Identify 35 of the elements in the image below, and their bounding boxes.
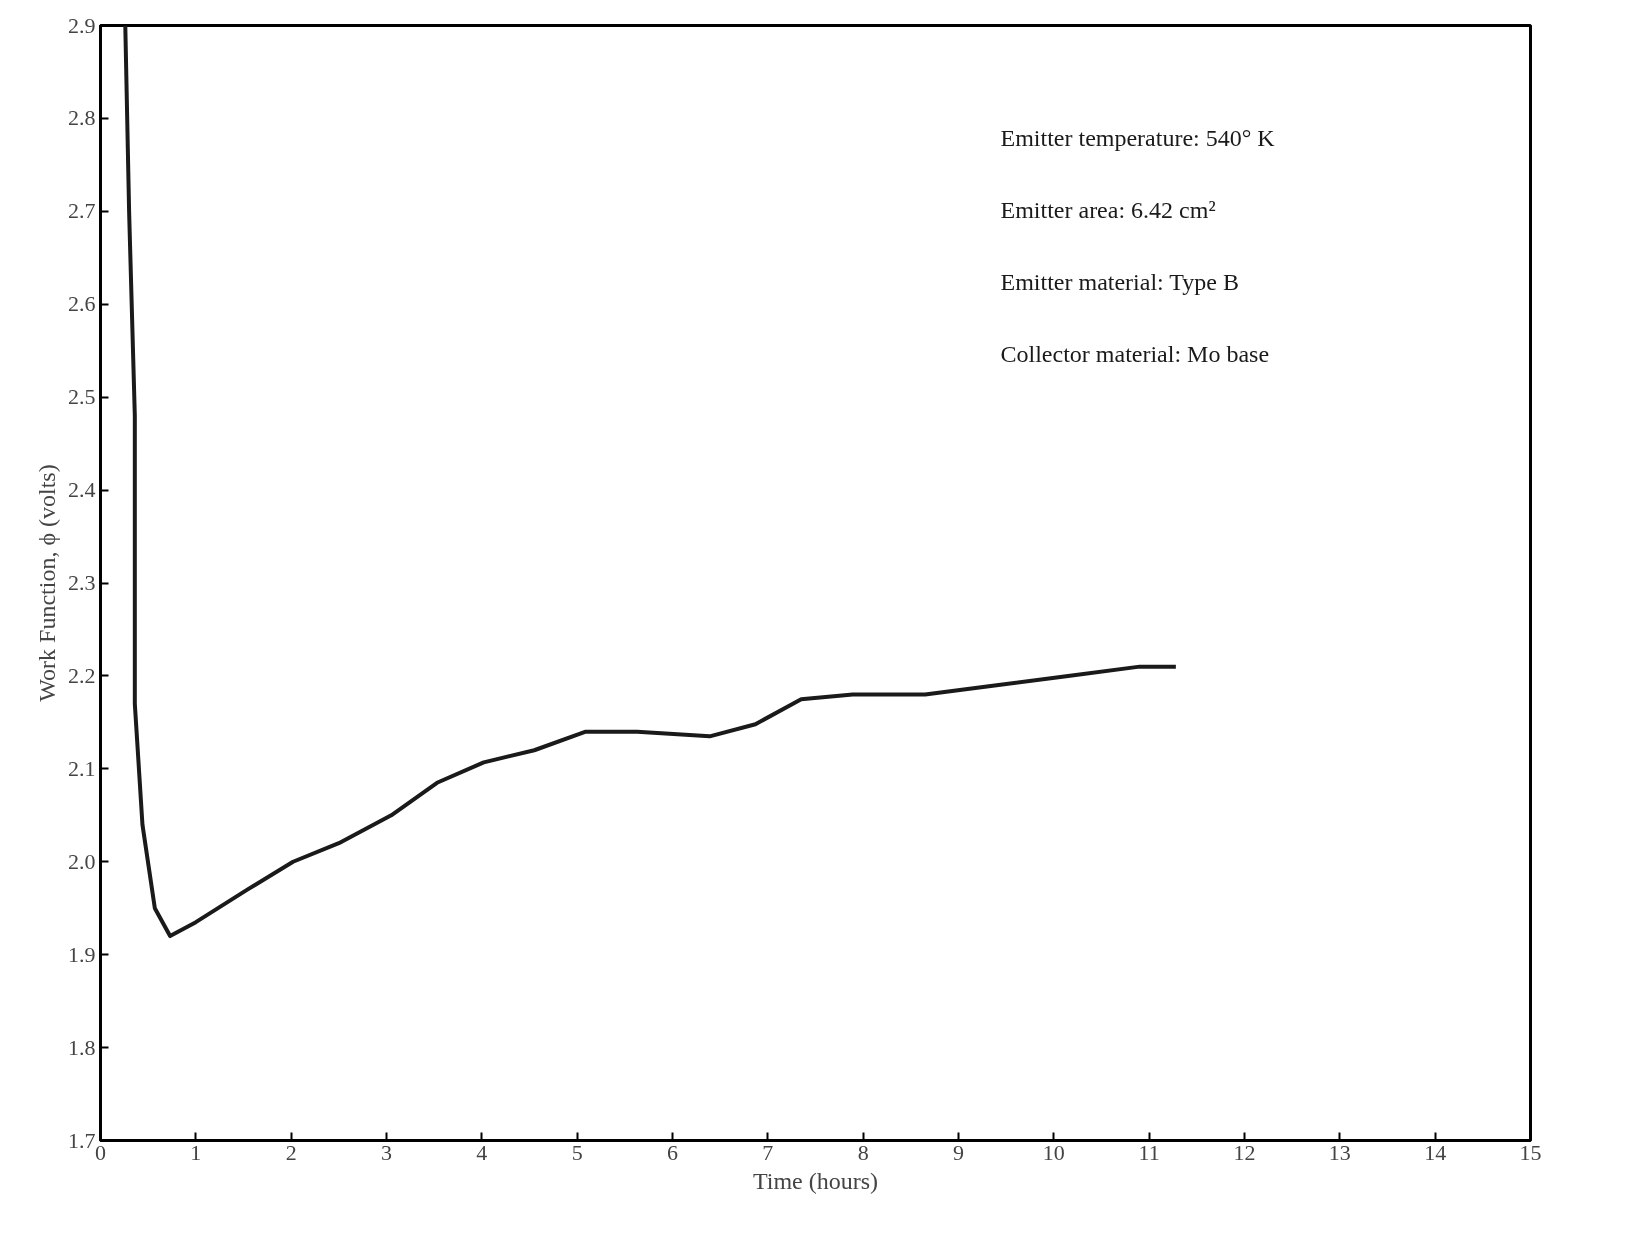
x-tick-label: 1 <box>190 1139 202 1165</box>
y-tick-label: 1.9 <box>68 941 96 967</box>
y-tick-label: 2.5 <box>68 384 96 410</box>
y-tick-label: 1.7 <box>68 1127 96 1153</box>
y-tick-label: 2.1 <box>68 755 96 781</box>
x-tick-label: 2 <box>285 1139 297 1165</box>
x-tick-label: 15 <box>1519 1139 1542 1165</box>
x-tick-label: 12 <box>1233 1139 1256 1165</box>
y-tick-label: 2.7 <box>68 198 96 224</box>
y-tick-label: 2.4 <box>68 477 96 503</box>
y-tick-label: 2.9 <box>68 12 96 38</box>
x-tick-label: 10 <box>1042 1139 1065 1165</box>
annotation: Collector material: Mo base <box>1000 340 1270 367</box>
x-tick-label: 0 <box>95 1139 106 1165</box>
x-tick-label: 6 <box>667 1139 678 1165</box>
annotation: Emitter area: 6.42 cm² <box>1000 196 1216 223</box>
x-tick-label: 7 <box>762 1139 774 1165</box>
x-tick-label: 13 <box>1328 1139 1351 1165</box>
x-axis-title: Time (hours) <box>752 1167 879 1194</box>
x-tick-label: 5 <box>571 1139 583 1165</box>
y-tick-label: 2.3 <box>68 570 96 595</box>
y-tick-label: 2.8 <box>68 105 96 131</box>
y-tick-label: 2.2 <box>68 662 96 688</box>
x-tick-label: 9 <box>953 1139 964 1165</box>
annotation: Emitter temperature: 540° K <box>1000 124 1276 151</box>
x-tick-label: 4 <box>476 1139 488 1165</box>
y-tick-label: 1.8 <box>68 1034 96 1060</box>
y-axis-title: Work Function, ϕ (volts) <box>34 464 60 702</box>
y-tick-label: 2.0 <box>68 848 96 874</box>
x-tick-label: 8 <box>857 1139 869 1165</box>
y-tick-label: 2.6 <box>68 291 96 317</box>
annotation: Emitter material: Type B <box>1000 268 1239 295</box>
x-tick-label: 3 <box>381 1139 392 1165</box>
x-tick-label: 14 <box>1424 1139 1447 1165</box>
x-tick-label: 11 <box>1138 1139 1160 1165</box>
